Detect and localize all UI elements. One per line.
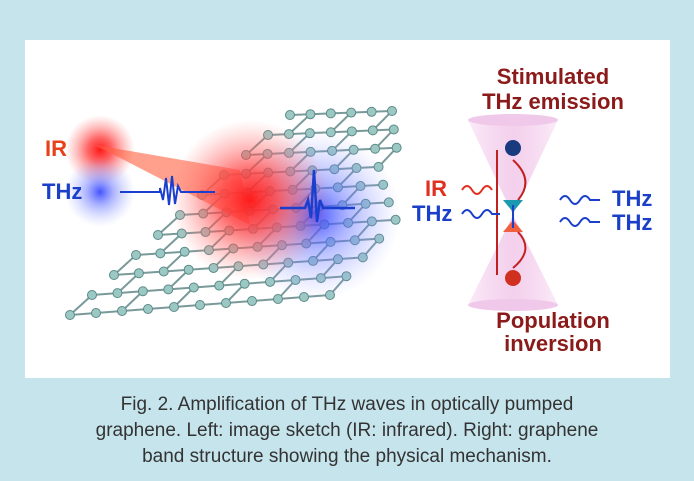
atom	[88, 291, 97, 300]
atom	[367, 107, 376, 116]
ir-label: IR	[45, 136, 67, 161]
atom	[371, 144, 380, 153]
hole	[505, 270, 521, 286]
atom	[159, 267, 168, 276]
atom	[154, 231, 163, 240]
atom	[392, 143, 401, 152]
atom	[110, 271, 119, 280]
atom	[170, 303, 179, 312]
thz-label: THz	[42, 179, 82, 204]
title-line: THz emission	[482, 89, 624, 114]
atom	[196, 301, 205, 310]
atom	[134, 269, 143, 278]
red-glow	[170, 120, 330, 280]
atom	[184, 265, 193, 274]
atom	[248, 297, 257, 306]
page: IR THz Stimulated THz emission IR THz TH…	[0, 0, 694, 481]
atom	[347, 108, 356, 117]
atom	[306, 110, 315, 119]
atom	[326, 109, 335, 118]
caption-line: Fig. 2. Amplification of THz waves in op…	[121, 394, 574, 415]
atom	[132, 251, 141, 260]
atom	[92, 309, 101, 318]
thz-output: THz	[612, 186, 652, 211]
bottom-line: inversion	[504, 331, 602, 356]
cone-top	[468, 114, 558, 126]
atom	[389, 125, 398, 134]
atom	[164, 285, 173, 294]
atom	[286, 111, 295, 120]
thz-output: THz	[612, 210, 652, 235]
atom	[144, 305, 153, 314]
atom	[138, 287, 147, 296]
atom	[113, 289, 122, 298]
atom	[156, 249, 165, 258]
electron	[505, 140, 521, 156]
caption-line: band structure showing the physical mech…	[142, 446, 552, 467]
ir-input: IR	[425, 176, 447, 201]
atom	[388, 107, 397, 116]
figure: IR THz Stimulated THz emission IR THz TH…	[0, 0, 694, 481]
atom	[215, 281, 224, 290]
atom	[240, 279, 249, 288]
atom	[274, 295, 283, 304]
atom	[118, 307, 127, 316]
atom	[66, 311, 75, 320]
title-line: Stimulated	[497, 64, 609, 89]
caption-line: graphene. Left: image sketch (IR: infrar…	[96, 420, 599, 441]
bottom-line: Population	[496, 308, 610, 333]
atom	[189, 283, 198, 292]
atom	[222, 299, 231, 308]
atom	[347, 127, 356, 136]
thz-input: THz	[412, 201, 452, 226]
atom	[368, 126, 377, 135]
